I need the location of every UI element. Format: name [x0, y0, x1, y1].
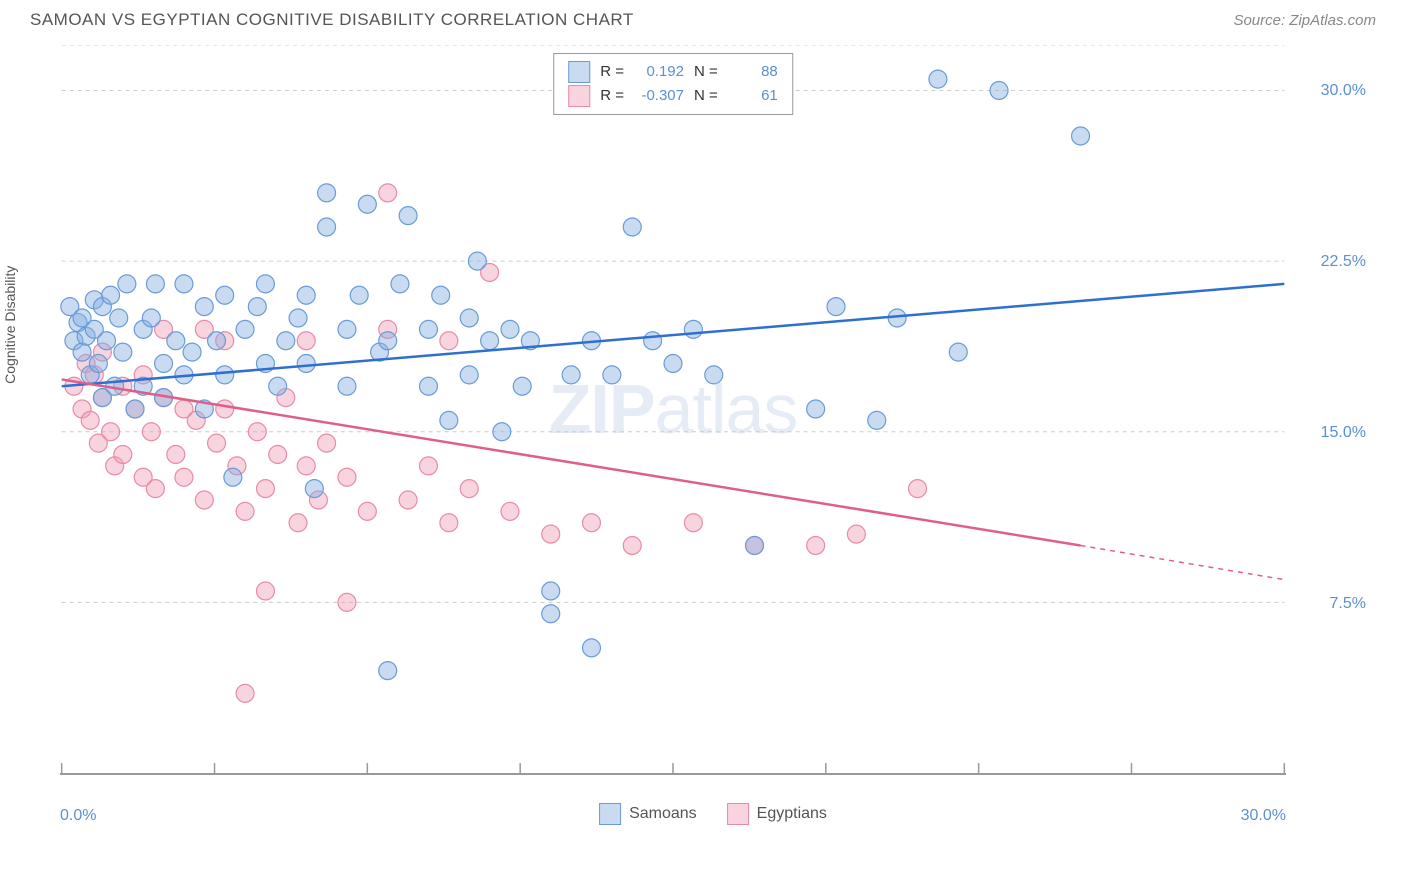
series1-label: Samoans: [629, 805, 697, 823]
legend-swatch-series1: [568, 61, 590, 83]
source-label: Source: ZipAtlas.com: [1233, 12, 1376, 29]
x-max-label: 30.0%: [1241, 807, 1286, 825]
x-min-label: 0.0%: [60, 807, 96, 825]
y-tick-label: 15.0%: [1321, 424, 1366, 442]
legend-swatch-series2-bottom: [727, 803, 749, 825]
series2-n-value: 61: [728, 84, 778, 108]
legend-row-series1: R = 0.192 N = 88: [568, 60, 778, 84]
legend-row-series2: R = -0.307 N = 61: [568, 84, 778, 108]
series1-n-value: 88: [728, 60, 778, 84]
legend-swatch-series1-bottom: [599, 803, 621, 825]
plot-area: ZIPatlas R = 0.192 N = 88 R = -0.307 N =…: [60, 45, 1286, 775]
n-label: N =: [694, 60, 718, 84]
r-label: R =: [600, 60, 624, 84]
chart-container: Cognitive Disability ZIPatlas R = 0.192 …: [50, 35, 1376, 835]
series-legend: Samoans Egyptians: [599, 803, 827, 825]
r-label: R =: [600, 84, 624, 108]
n-label: N =: [694, 84, 718, 108]
legend-item-series2: Egyptians: [727, 803, 827, 825]
correlation-legend: R = 0.192 N = 88 R = -0.307 N = 61: [553, 53, 793, 115]
chart-svg: [60, 45, 1286, 773]
series1-r-value: 0.192: [634, 60, 684, 84]
legend-item-series1: Samoans: [599, 803, 697, 825]
y-axis-label: Cognitive Disability: [2, 266, 18, 384]
series2-label: Egyptians: [757, 805, 827, 823]
chart-title: SAMOAN VS EGYPTIAN COGNITIVE DISABILITY …: [30, 10, 634, 30]
y-tick-label: 30.0%: [1321, 82, 1366, 100]
series2-r-value: -0.307: [634, 84, 684, 108]
y-tick-label: 22.5%: [1321, 253, 1366, 271]
legend-swatch-series2: [568, 85, 590, 107]
y-tick-label: 7.5%: [1330, 595, 1366, 613]
